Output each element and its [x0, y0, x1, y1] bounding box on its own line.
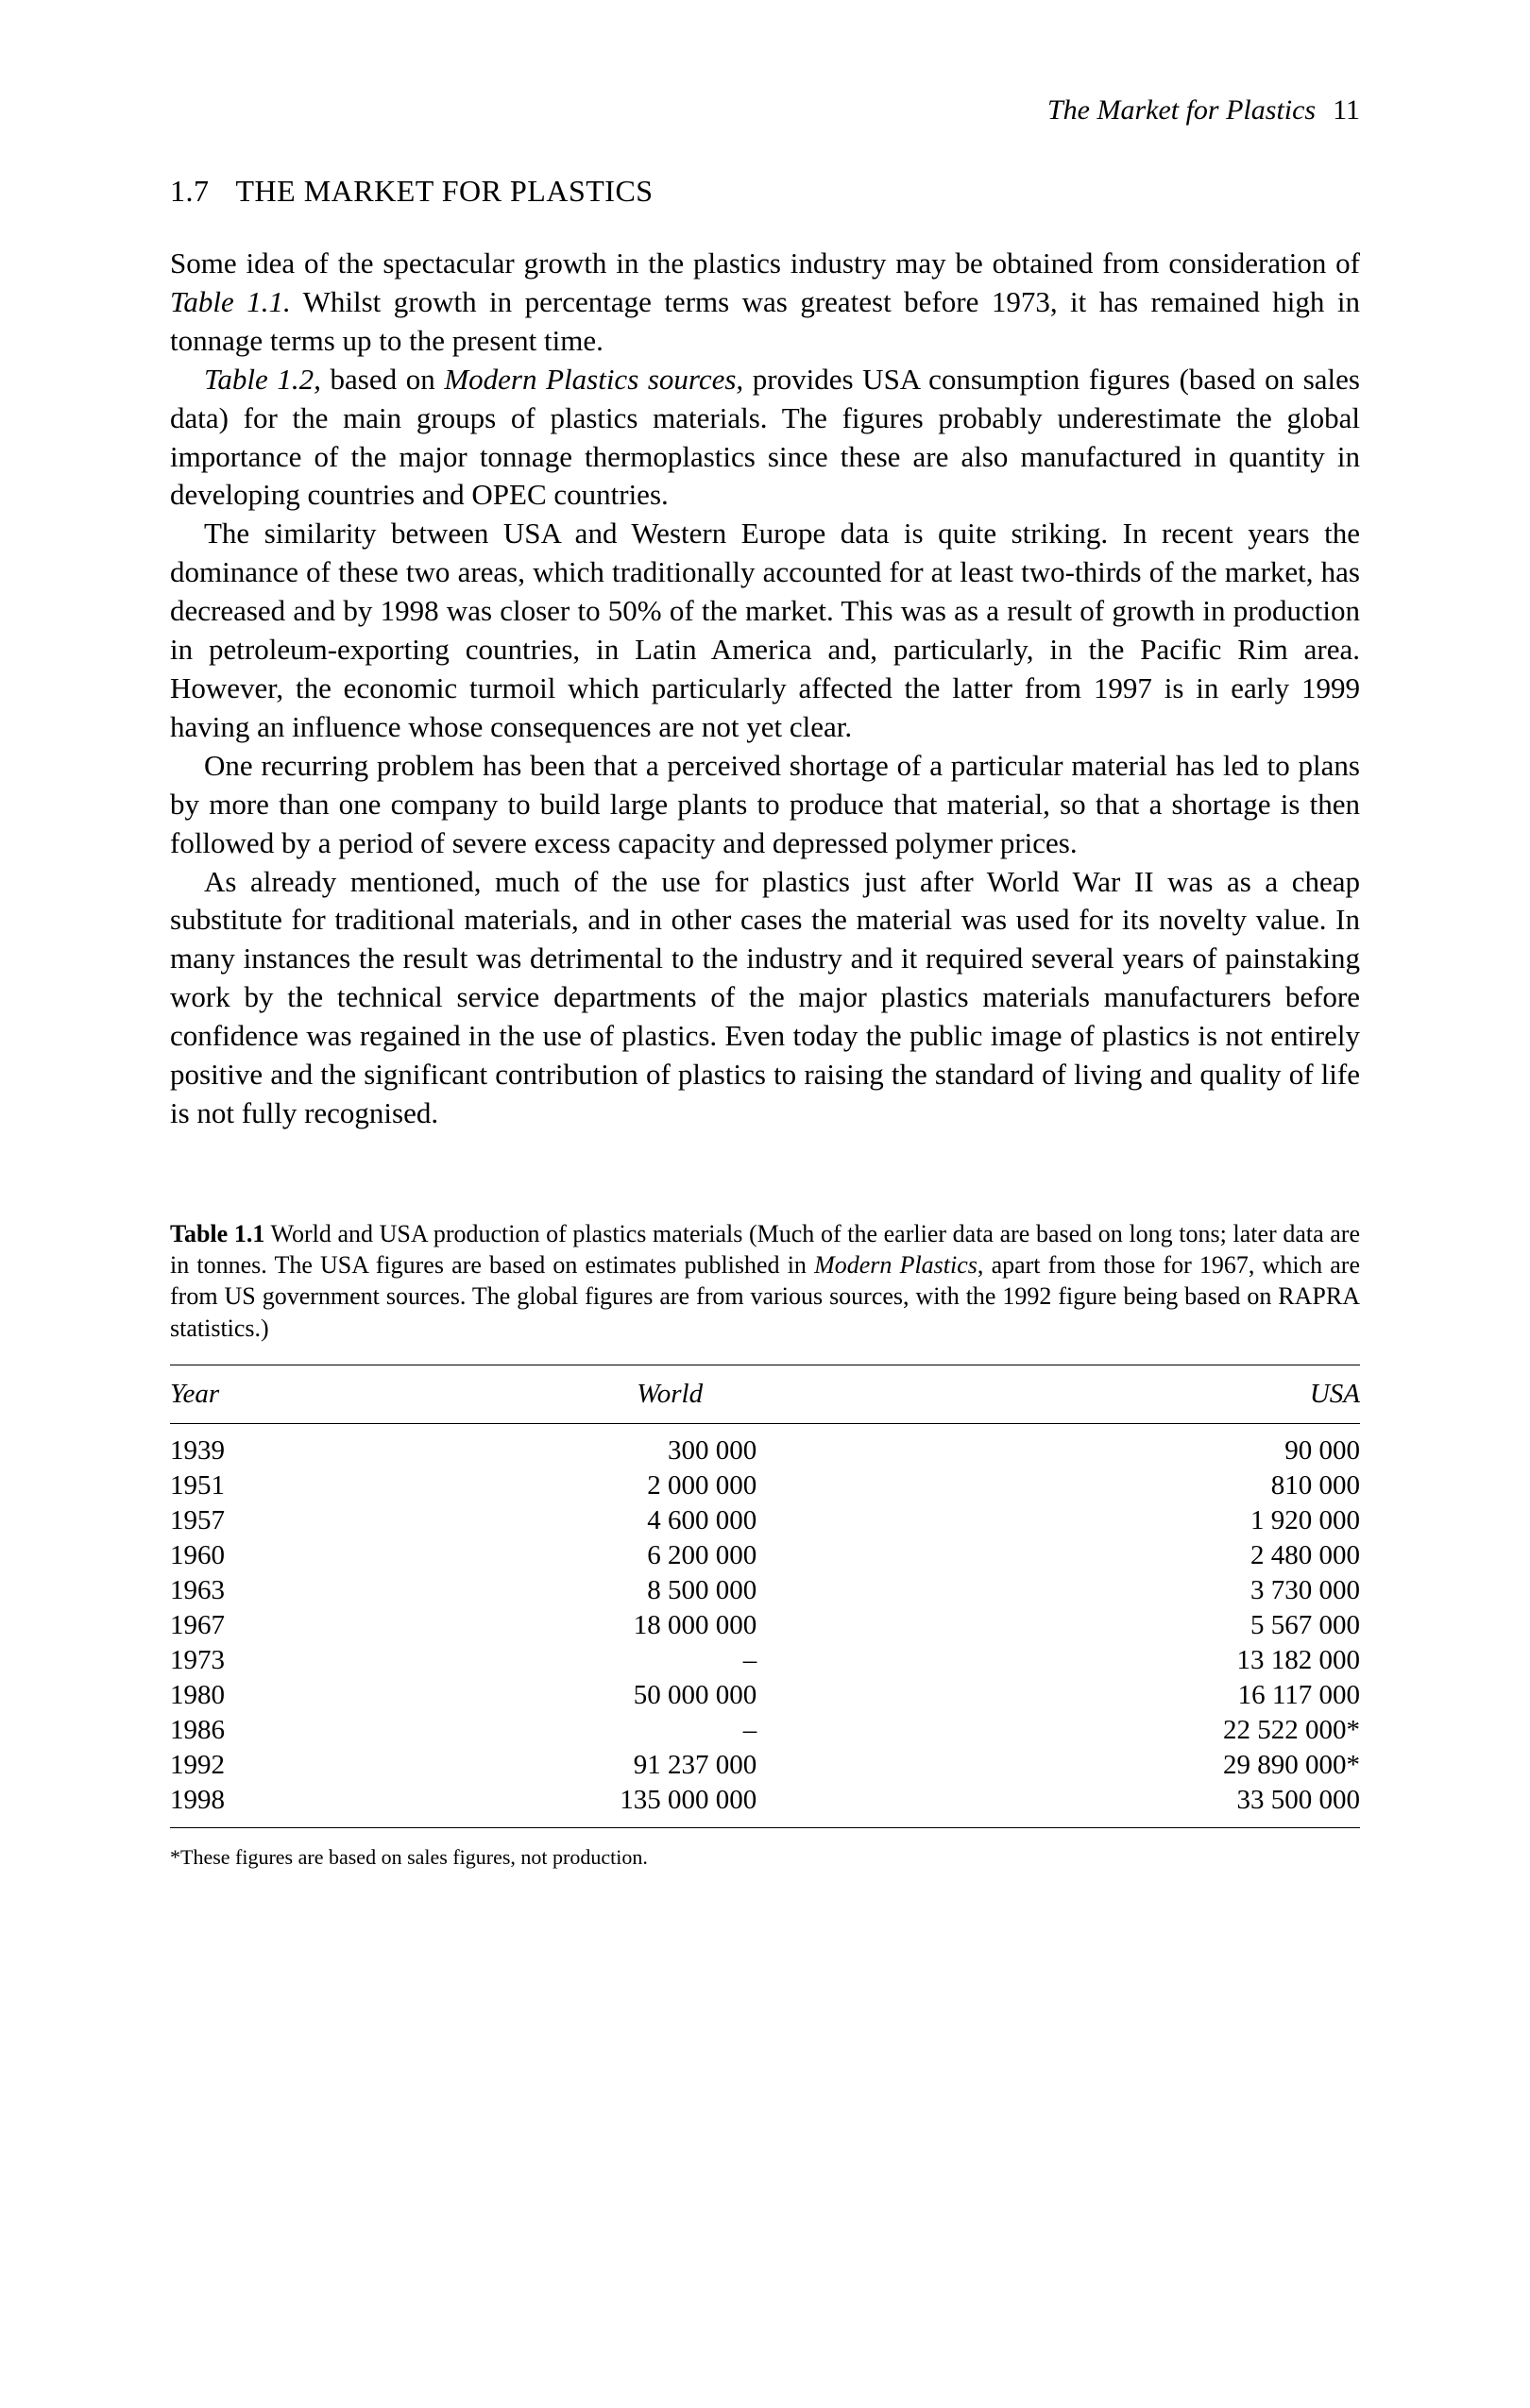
cell-usa: 1 920 000	[908, 1503, 1360, 1538]
cell-year: 1980	[170, 1678, 432, 1713]
body-text: Some idea of the spectacular growth in t…	[170, 245, 1360, 1133]
cell-world: 300 000	[432, 1423, 908, 1468]
cell-year: 1998	[170, 1783, 432, 1827]
table-row: 198050 000 00016 117 000	[170, 1678, 1360, 1713]
cell-world: 91 237 000	[432, 1748, 908, 1783]
running-title: The Market for Plastics	[1047, 94, 1316, 126]
cell-world: 6 200 000	[432, 1538, 908, 1573]
cell-world: –	[432, 1643, 908, 1678]
col-world: World	[432, 1365, 908, 1423]
page-number: 11	[1333, 94, 1360, 126]
table-ref: Table 1.2,	[204, 363, 321, 396]
cell-world: 135 000 000	[432, 1783, 908, 1827]
cell-year: 1986	[170, 1713, 432, 1748]
table-rule	[170, 1827, 1360, 1828]
page: The Market for Plastics 11 1.7 THE MARKET …	[0, 0, 1530, 2408]
cell-usa: 810 000	[908, 1468, 1360, 1503]
table-label: Table 1.1	[170, 1220, 264, 1247]
table-ref: Table 1.1.	[170, 285, 291, 318]
cell-year: 1957	[170, 1503, 432, 1538]
cell-world: 8 500 000	[432, 1573, 908, 1608]
cell-year: 1951	[170, 1468, 432, 1503]
paragraph-2: Table 1.2, based on Modern Plastics sour…	[170, 361, 1360, 516]
cell-world: –	[432, 1713, 908, 1748]
production-table: Year World USA 1939300 00090 00019512 00…	[170, 1365, 1360, 1827]
table-row: 19512 000 000810 000	[170, 1468, 1360, 1503]
cell-usa: 33 500 000	[908, 1783, 1360, 1827]
paragraph-5: As already mentioned, much of the use fo…	[170, 863, 1360, 1133]
table-row: 196718 000 0005 567 000	[170, 1608, 1360, 1643]
cell-world: 2 000 000	[432, 1468, 908, 1503]
cell-usa: 3 730 000	[908, 1573, 1360, 1608]
cell-year: 1992	[170, 1748, 432, 1783]
cell-usa: 29 890 000*	[908, 1748, 1360, 1783]
cell-world: 50 000 000	[432, 1678, 908, 1713]
cell-usa: 22 522 000*	[908, 1713, 1360, 1748]
table-row: 1973–13 182 000	[170, 1643, 1360, 1678]
cell-world: 4 600 000	[432, 1503, 908, 1538]
cell-world: 18 000 000	[432, 1608, 908, 1643]
running-header: The Market for Plastics 11	[170, 94, 1360, 127]
table-row: 19574 600 0001 920 000	[170, 1503, 1360, 1538]
table-row: 1939300 00090 000	[170, 1423, 1360, 1468]
cell-year: 1939	[170, 1423, 432, 1468]
table-body: 1939300 00090 00019512 000 000810 000195…	[170, 1423, 1360, 1827]
section-number: 1.7	[170, 174, 210, 209]
table-caption: Table 1.1 World and USA production of pl…	[170, 1218, 1360, 1344]
table-row: 199291 237 00029 890 000*	[170, 1748, 1360, 1783]
section-heading: 1.7 THE MARKET FOR PLASTICS	[170, 174, 1360, 209]
paragraph-3: The similarity between USA and Western E…	[170, 515, 1360, 746]
cell-usa: 90 000	[908, 1423, 1360, 1468]
source-ref: Modern Plastics sources,	[444, 363, 743, 396]
table-row: 19638 500 0003 730 000	[170, 1573, 1360, 1608]
cell-year: 1963	[170, 1573, 432, 1608]
source-ref: Modern Plastics	[814, 1251, 978, 1279]
cell-usa: 13 182 000	[908, 1643, 1360, 1678]
table-header-row: Year World USA	[170, 1365, 1360, 1423]
paragraph-1: Some idea of the spectacular growth in t…	[170, 245, 1360, 361]
cell-usa: 16 117 000	[908, 1678, 1360, 1713]
table-row: 1986–22 522 000*	[170, 1713, 1360, 1748]
cell-year: 1973	[170, 1643, 432, 1678]
table-row: 1998135 000 00033 500 000	[170, 1783, 1360, 1827]
col-usa: USA	[908, 1365, 1360, 1423]
table-footnote: *These figures are based on sales figure…	[170, 1845, 1360, 1870]
paragraph-4: One recurring problem has been that a pe…	[170, 747, 1360, 863]
section-title: THE MARKET FOR PLASTICS	[236, 174, 654, 208]
cell-usa: 5 567 000	[908, 1608, 1360, 1643]
cell-usa: 2 480 000	[908, 1538, 1360, 1573]
cell-year: 1960	[170, 1538, 432, 1573]
table-row: 19606 200 0002 480 000	[170, 1538, 1360, 1573]
col-year: Year	[170, 1365, 432, 1423]
cell-year: 1967	[170, 1608, 432, 1643]
